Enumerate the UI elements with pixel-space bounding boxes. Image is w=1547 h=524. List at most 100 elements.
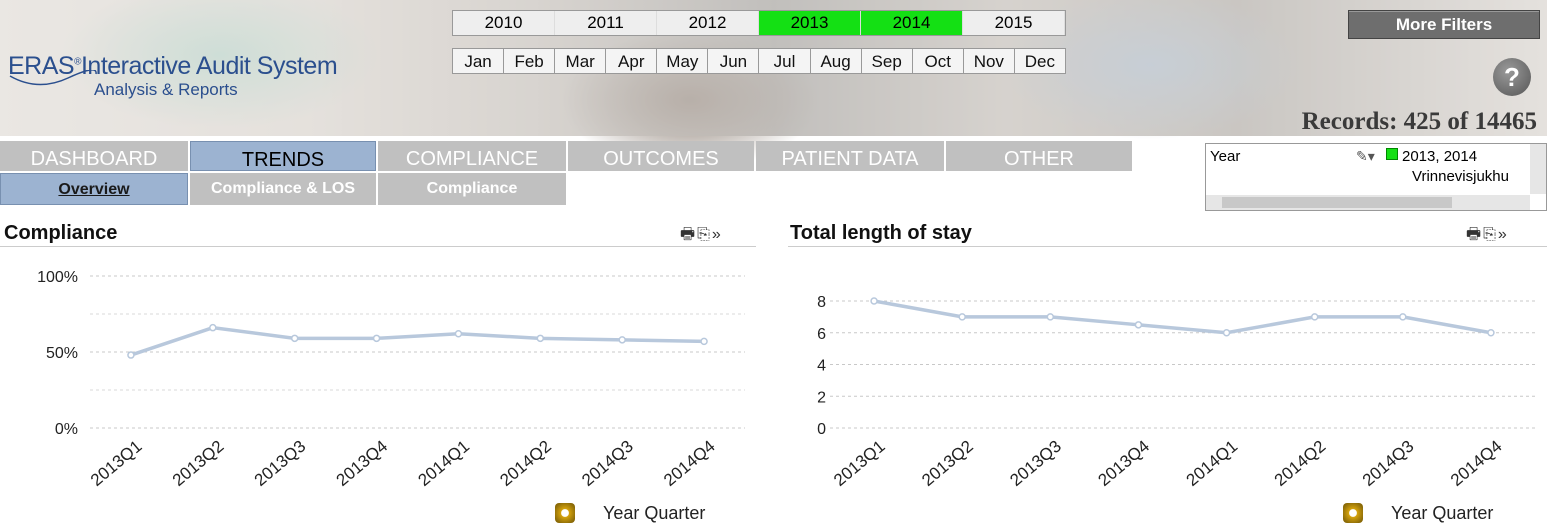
tab-outcomes[interactable]: OUTCOMES [568, 141, 754, 171]
tab-other[interactable]: OTHER [946, 141, 1132, 171]
tab-patient-data[interactable]: PATIENT DATA [756, 141, 944, 171]
listbox-field-label: Year [1210, 148, 1241, 165]
y-tick-label: 50% [46, 345, 78, 362]
data-point[interactable] [536, 334, 545, 343]
los-chart: 0 2 4 6 8 2013Q1 2013Q2 2013Q3 2013Q4 2014Q1 2014Q… [817, 294, 1535, 490]
x-tick-label: 2013Q4 [1094, 437, 1153, 490]
year-listbox[interactable]: Year ✎▾ 2013, 2014 Vrinnevisjukhu [1205, 143, 1547, 211]
subtab-compliance[interactable]: Compliance [378, 173, 566, 205]
logo-subtitle: Analysis & Reports [94, 80, 238, 99]
data-point[interactable] [700, 337, 708, 346]
data-point[interactable] [1046, 313, 1055, 321]
data-point[interactable] [454, 330, 463, 338]
month-may[interactable]: May [657, 49, 709, 73]
data-point[interactable] [1222, 329, 1231, 337]
x-tick-label: 2014Q4 [1447, 437, 1506, 490]
data-point[interactable] [1134, 321, 1143, 329]
legend-label: Year Quarter [1391, 503, 1494, 523]
data-point[interactable] [1310, 313, 1319, 321]
x-tick-label: 2013Q4 [333, 437, 392, 490]
records-count: Records: 425 of 14465 [1301, 108, 1537, 135]
x-tick-label: 2014Q4 [660, 437, 719, 490]
year-2012[interactable]: 2012 [657, 11, 759, 35]
month-mar[interactable]: Mar [555, 49, 607, 73]
chart-tools[interactable]: 🖶⎘» [680, 223, 723, 250]
month-jan[interactable]: Jan [453, 49, 505, 73]
month-dec[interactable]: Dec [1024, 52, 1056, 71]
tab-compliance[interactable]: COMPLIANCE [378, 141, 566, 171]
cycle-group-icon[interactable] [1343, 503, 1363, 523]
data-point[interactable] [1487, 329, 1495, 337]
expand-icon[interactable]: » [1497, 226, 1509, 243]
more-filters-button[interactable]: More Filters [1348, 10, 1540, 39]
month-feb[interactable]: Feb [504, 49, 556, 73]
data-point[interactable] [1399, 313, 1407, 321]
data-point[interactable] [958, 313, 966, 321]
logo-swoosh-icon [9, 70, 97, 86]
eras-logo: ERAS®Interactive Audit System Analysis &… [8, 52, 368, 102]
month-apr[interactable]: Apr [606, 49, 658, 73]
y-tick-label: 0 [817, 421, 826, 438]
logo-reg: ® [74, 56, 81, 68]
year-2015[interactable]: 2015 [963, 11, 1065, 35]
x-tick-label: 2013Q2 [169, 437, 228, 490]
month-nov[interactable]: Nov [964, 49, 1015, 73]
tab-dashboard[interactable]: DASHBOARD [0, 141, 188, 171]
data-point[interactable] [127, 351, 135, 359]
data-point[interactable] [618, 336, 626, 344]
export-icon[interactable]: ⎘ [697, 226, 712, 243]
data-point[interactable] [870, 297, 878, 305]
y-tick-label: 100% [37, 269, 78, 286]
chart-tools[interactable]: 🖶⎘» [1466, 223, 1509, 250]
x-tick-label: 2014Q2 [1271, 437, 1330, 490]
month-jun[interactable]: Jun [708, 49, 760, 73]
x-tick-label: 2014Q1 [1183, 437, 1242, 490]
y-tick-label: 6 [817, 326, 826, 343]
year-2010[interactable]: 2010 [453, 11, 555, 35]
x-tick-label: 2014Q1 [414, 437, 473, 490]
x-tick-label: 2013Q2 [918, 437, 977, 490]
los-legend[interactable]: Year Quarter [1343, 503, 1493, 524]
print-icon[interactable]: 🖶 [680, 226, 698, 243]
y-tick-label: 8 [817, 294, 826, 311]
compliance-chart: 0% 50% 100% 2013Q1 2013Q2 2013Q3 2013Q4 2014Q1 2… [37, 269, 745, 490]
year-2013[interactable]: 2013 [759, 11, 861, 35]
cycle-group-icon[interactable] [555, 503, 575, 523]
compliance-legend[interactable]: Year Quarter [555, 503, 705, 524]
listbox-value-hospital: Vrinnevisjukhu [1412, 168, 1509, 185]
month-oct[interactable]: Oct [913, 49, 964, 73]
tab-trends[interactable]: TRENDS [190, 141, 376, 171]
logo-brand: ERAS [8, 52, 75, 80]
month-selector[interactable]: Jan Feb Mar Apr May Jun Jul Aug Sep Oct Nov Dec [452, 48, 1066, 74]
listbox-value-years: 2013, 2014 [1402, 148, 1478, 165]
x-tick-label: 2014Q2 [496, 437, 555, 490]
month-jul[interactable]: Jul [759, 49, 811, 73]
y-tick-label: 2 [817, 389, 826, 406]
x-tick-label: 2013Q3 [251, 437, 310, 490]
year-selector[interactable]: 2010 2011 2012 2013 2014 2015 [452, 10, 1066, 36]
print-icon[interactable]: 🖶 [1466, 226, 1484, 243]
los-chart-title: Total length of stay [790, 222, 972, 244]
listbox-horizontal-scrollbar[interactable] [1206, 195, 1530, 210]
help-icon[interactable]: ? [1493, 58, 1531, 96]
data-point[interactable] [290, 334, 299, 343]
year-2011[interactable]: 2011 [555, 11, 657, 35]
export-icon[interactable]: ⎘ [1483, 226, 1498, 243]
data-point[interactable] [209, 323, 217, 332]
y-tick-label: 4 [817, 358, 826, 375]
expand-icon[interactable]: » [711, 226, 723, 243]
selected-indicator-icon [1386, 148, 1398, 160]
year-2014[interactable]: 2014 [861, 11, 963, 35]
y-tick-label: 0% [55, 421, 78, 438]
compliance-chart-title: Compliance [4, 222, 118, 244]
eraser-dropdown-icon[interactable]: ✎▾ [1356, 148, 1375, 164]
subtab-overview[interactable]: Overview [0, 173, 188, 205]
listbox-vertical-scrollbar[interactable] [1530, 144, 1546, 194]
data-point[interactable] [372, 334, 381, 343]
series-line [130, 325, 705, 357]
month-sep[interactable]: Sep [862, 49, 913, 73]
x-tick-label: 2014Q3 [1359, 437, 1418, 490]
subtab-compliance-los[interactable]: Compliance & LOS [190, 173, 376, 205]
month-aug[interactable]: Aug [811, 49, 862, 73]
x-tick-label: 2013Q1 [830, 437, 889, 490]
